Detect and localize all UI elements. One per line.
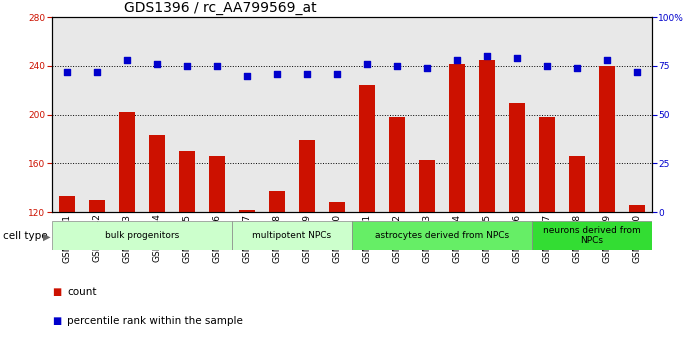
Point <box>91 69 102 75</box>
Bar <box>569 156 585 345</box>
Text: multipotent NPCs: multipotent NPCs <box>253 231 331 240</box>
Bar <box>599 66 615 345</box>
Text: bulk progenitors: bulk progenitors <box>105 231 179 240</box>
Text: neurons derived from
NPCs: neurons derived from NPCs <box>543 226 641 245</box>
Point <box>302 71 313 77</box>
Point <box>511 56 522 61</box>
Point <box>331 71 342 77</box>
Bar <box>388 117 405 345</box>
Bar <box>502 17 532 212</box>
Text: count: count <box>67 287 97 296</box>
Bar <box>382 17 412 212</box>
Bar <box>539 117 555 345</box>
Bar <box>622 17 652 212</box>
Point <box>181 63 193 69</box>
Point <box>211 63 222 69</box>
Bar <box>119 112 135 345</box>
Point <box>241 73 253 78</box>
Point <box>482 53 493 59</box>
Bar <box>562 17 592 212</box>
Bar <box>112 17 142 212</box>
Bar <box>359 86 375 345</box>
Point <box>151 61 162 67</box>
Text: ■: ■ <box>52 287 61 296</box>
Text: GDS1396 / rc_AA799569_at: GDS1396 / rc_AA799569_at <box>124 1 317 15</box>
Bar <box>592 17 622 212</box>
Bar <box>52 221 232 250</box>
Bar <box>172 17 201 212</box>
Point <box>422 65 433 71</box>
Bar <box>442 17 472 212</box>
Bar <box>208 156 225 345</box>
Text: cell type: cell type <box>3 231 48 241</box>
Bar <box>179 151 195 345</box>
Bar <box>472 17 502 212</box>
Point <box>271 71 282 77</box>
Bar <box>201 17 232 212</box>
Text: ■: ■ <box>52 316 61 326</box>
Point <box>451 57 462 63</box>
Bar <box>88 200 105 345</box>
Bar <box>262 17 292 212</box>
Bar <box>352 221 532 250</box>
Bar <box>239 210 255 345</box>
Point <box>631 69 642 75</box>
Bar <box>268 191 285 345</box>
Bar <box>232 17 262 212</box>
Point <box>571 65 582 71</box>
Point <box>121 57 132 63</box>
Bar <box>328 203 345 345</box>
Point <box>602 57 613 63</box>
Point <box>362 61 373 67</box>
Bar <box>509 102 525 345</box>
Bar <box>299 140 315 345</box>
Bar <box>232 221 352 250</box>
Point <box>542 63 553 69</box>
Bar <box>412 17 442 212</box>
Bar <box>52 17 81 212</box>
Text: percentile rank within the sample: percentile rank within the sample <box>67 316 243 326</box>
Bar <box>419 160 435 345</box>
Bar <box>322 17 352 212</box>
Bar <box>352 17 382 212</box>
Bar <box>629 205 645 345</box>
Bar <box>479 60 495 345</box>
Bar <box>142 17 172 212</box>
Bar <box>148 136 165 345</box>
Point <box>391 63 402 69</box>
Text: ▶: ▶ <box>43 231 50 241</box>
Point <box>61 69 72 75</box>
Text: astrocytes derived from NPCs: astrocytes derived from NPCs <box>375 231 509 240</box>
Bar <box>59 196 75 345</box>
Bar <box>532 221 652 250</box>
Bar <box>292 17 322 212</box>
Bar <box>532 17 562 212</box>
Bar <box>448 63 465 345</box>
Bar <box>81 17 112 212</box>
